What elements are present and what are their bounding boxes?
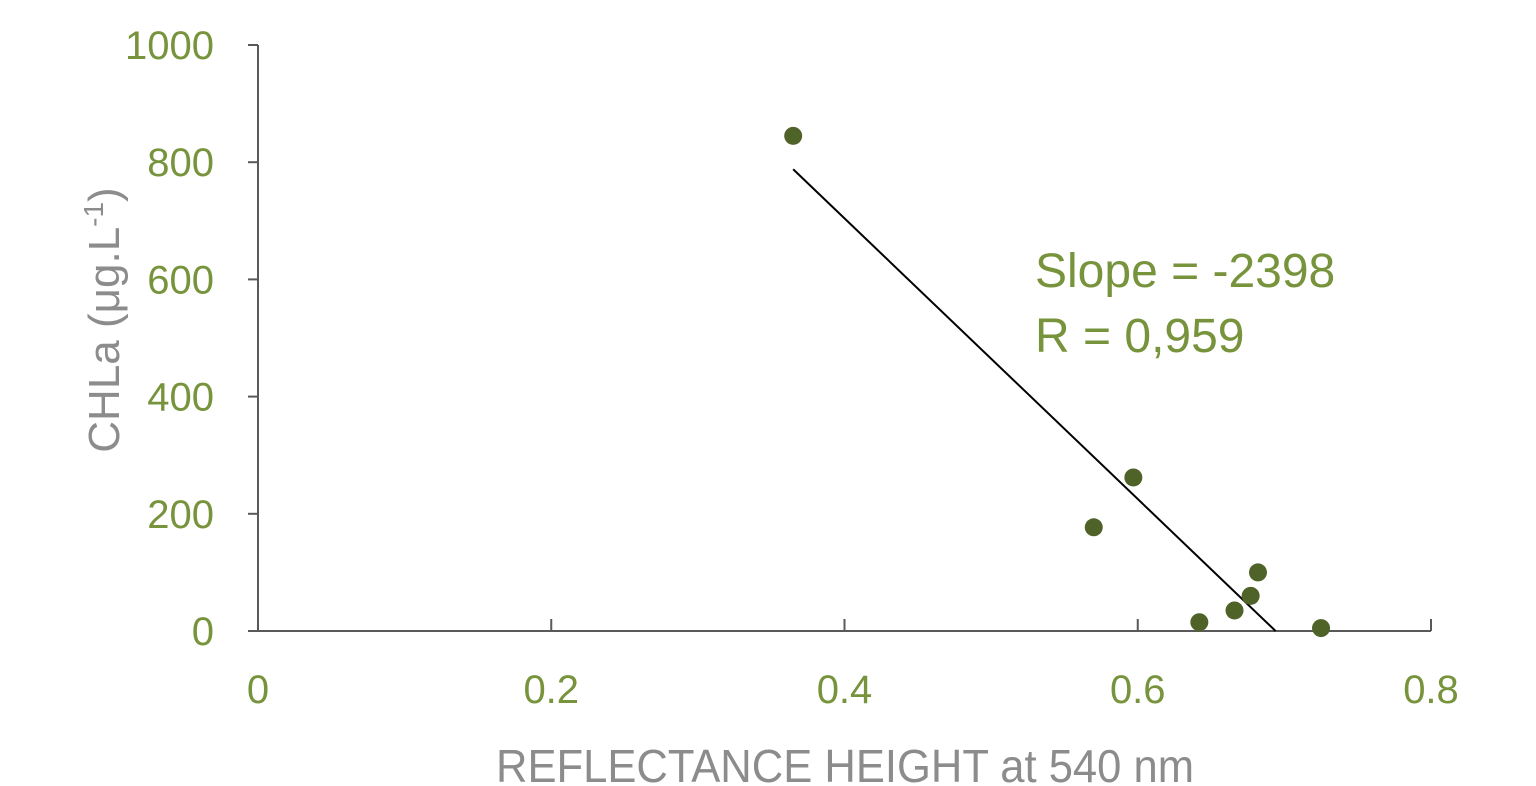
- y-tick-label: 400: [147, 376, 214, 420]
- x-ticks: 0 0.2 0.4 0.6 0.8: [247, 619, 1459, 712]
- y-axis-title-sup: -1: [78, 202, 109, 227]
- x-tick-label: 0.2: [523, 668, 579, 712]
- annotation-slope: Slope = -2398: [1035, 245, 1335, 298]
- axes: [257, 45, 1431, 632]
- trendline: [792, 168, 1277, 632]
- data-point: [1084, 518, 1103, 537]
- data-point: [784, 126, 803, 145]
- y-tick-label: 800: [147, 141, 214, 185]
- data-point: [1312, 619, 1331, 638]
- y-tick-label: 600: [147, 258, 214, 302]
- x-tick-label: 0.8: [1403, 668, 1459, 712]
- data-point: [1241, 586, 1260, 605]
- y-axis-title-main: CHLa (μg.L: [80, 227, 129, 453]
- annotation-r: R = 0,959: [1035, 310, 1244, 363]
- x-tick-label: 0: [247, 668, 269, 712]
- data-point: [1248, 563, 1267, 582]
- y-axis-title-close: ): [80, 187, 129, 202]
- y-tick-label: 0: [192, 610, 214, 654]
- y-axis-title: CHLa (μg.L-1): [78, 187, 129, 452]
- x-tick-label: 0.6: [1110, 668, 1166, 712]
- data-points: [784, 126, 1331, 638]
- y-tick-label: 1000: [125, 24, 214, 68]
- x-tick-label: 0.4: [817, 668, 873, 712]
- trendline-layer: [792, 168, 1277, 632]
- y-ticks: 0 200 400 600 800 1000: [125, 24, 258, 654]
- data-point: [1124, 468, 1143, 487]
- y-tick-label: 200: [147, 493, 214, 537]
- data-point: [1225, 601, 1244, 620]
- data-point: [1190, 613, 1209, 632]
- x-axis-title: REFLECTANCE HEIGHT at 540 nm: [496, 740, 1194, 786]
